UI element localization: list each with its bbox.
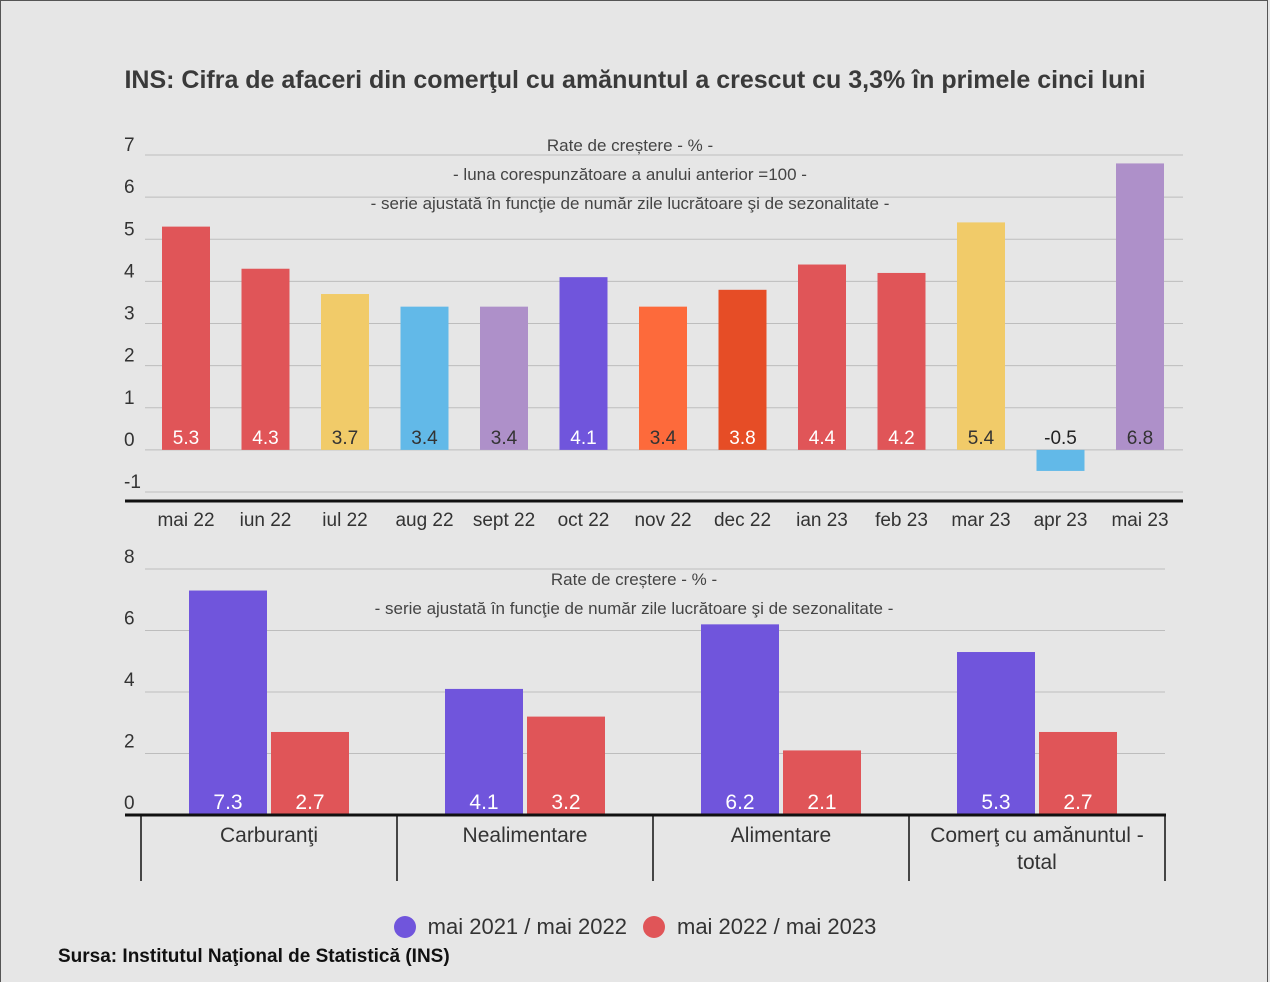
category-growth-chart: 8 6 4 2 0 Rate de creștere - % - - serie ajust…: [124, 547, 1166, 881]
x-tick-label: apr 23: [1034, 510, 1088, 531]
bar: [1039, 731, 1117, 815]
category-label: Alimentare: [731, 824, 831, 847]
y-tick-label: 8: [124, 547, 135, 568]
source-note: Sursa: Institutul Naţional de Statistică…: [58, 946, 450, 967]
bar: [271, 731, 349, 815]
bar-value-label: 4.1: [570, 428, 596, 449]
bar: [957, 222, 1005, 450]
bar-value-label: 3.4: [491, 428, 518, 449]
y-tick-label: 5: [124, 219, 135, 240]
chart-note: - serie ajustată în funcţie de număr zil…: [375, 599, 894, 618]
legend-swatch-series-2: [643, 916, 665, 938]
bar-value-label: 2.7: [1063, 791, 1092, 814]
bar: [559, 277, 608, 450]
bar-value-label: 4.4: [809, 428, 836, 449]
bar: [783, 750, 861, 815]
y-tick-label: 0: [124, 430, 135, 451]
bar: [957, 652, 1035, 815]
bar-value-label: 2.7: [295, 791, 324, 814]
x-tick-label: ian 23: [796, 510, 848, 531]
category-label: Nealimentare: [463, 824, 588, 847]
bar-value-label: -0.5: [1044, 428, 1077, 449]
x-tick-label: feb 23: [875, 510, 928, 531]
y-tick-label: 7: [124, 135, 135, 156]
x-tick-label: dec 22: [714, 510, 771, 531]
bar-value-label: 3.4: [650, 428, 677, 449]
x-tick-label: mai 23: [1111, 510, 1168, 531]
x-tick-label: mai 22: [157, 510, 214, 531]
bar: [1036, 449, 1085, 471]
bar: [480, 306, 528, 450]
bar-value-label: 6.8: [1127, 428, 1153, 449]
y-tick-label: 0: [124, 793, 135, 814]
legend-label-series-1: mai 2021 / mai 2022: [427, 914, 627, 939]
bar-value-label: 3.2: [551, 791, 580, 814]
legend: mai 2021 / mai 2022 mai 2022 / mai 2023: [0, 914, 1270, 940]
chart-note: Rate de creștere - % -: [547, 136, 713, 155]
x-tick-label: mar 23: [951, 510, 1010, 531]
bar: [445, 688, 523, 815]
bar: [189, 590, 267, 815]
bar-value-label: 5.3: [173, 428, 199, 449]
y-tick-label: 6: [124, 177, 135, 198]
bar: [639, 306, 687, 450]
chart-title: INS: Cifra de afaceri din comerţul cu am…: [124, 66, 1146, 94]
y-tick-label: 3: [124, 304, 135, 325]
bar-value-label: 7.3: [213, 791, 242, 814]
x-tick-label: iun 22: [240, 510, 292, 531]
bar: [701, 624, 779, 815]
x-tick-label: oct 22: [558, 510, 610, 531]
bar-value-label: 3.4: [411, 428, 438, 449]
bar: [400, 306, 449, 450]
x-tick-label: nov 22: [634, 510, 691, 531]
legend-item-series-1[interactable]: mai 2021 / mai 2022: [393, 914, 627, 940]
chart-note: Rate de creștere - % -: [551, 570, 717, 589]
x-tick-label: aug 22: [395, 510, 453, 531]
chart-note: - luna corespunzătoare a anului anterior…: [453, 165, 807, 184]
bar-value-label: 3.7: [332, 428, 358, 449]
bar: [877, 272, 926, 450]
y-tick-label: 2: [124, 732, 135, 753]
bar: [321, 294, 369, 450]
legend-item-series-2[interactable]: mai 2022 / mai 2023: [643, 914, 876, 940]
bar-value-label: 4.3: [252, 428, 278, 449]
x-tick-label: iul 22: [322, 510, 367, 531]
legend-label-series-2: mai 2022 / mai 2023: [677, 914, 877, 939]
y-tick-label: 1: [124, 388, 135, 409]
y-tick-label: -1: [124, 472, 141, 493]
bar: [241, 268, 290, 450]
y-tick-label: 4: [124, 261, 135, 282]
y-tick-label: 6: [124, 609, 135, 630]
bar: [162, 226, 210, 450]
bar-value-label: 5.3: [981, 791, 1010, 814]
x-tick-label: sept 22: [473, 510, 535, 531]
bar: [798, 264, 846, 450]
y-tick-label: 2: [124, 346, 135, 367]
bar-value-label: 6.2: [725, 791, 754, 814]
bar-value-label: 4.1: [469, 791, 498, 814]
bar-value-label: 2.1: [807, 791, 836, 814]
y-tick-label: 4: [124, 670, 135, 691]
legend-swatch-series-1: [393, 916, 416, 938]
bar: [527, 716, 605, 815]
bar: [1116, 163, 1164, 450]
bar-value-label: 5.4: [968, 428, 995, 449]
category-label: Carburanţi: [220, 824, 318, 847]
bar: [718, 289, 767, 450]
category-label: Comerţ cu amănuntul -: [930, 824, 1144, 847]
bar-value-label: 3.8: [729, 428, 755, 449]
chart-note: - serie ajustată în funcţie de număr zil…: [371, 194, 890, 213]
monthly-growth-chart: 7 6 5 4 3 2 1 0 -1 Rate de creștere - % - - luna c…: [124, 135, 1183, 531]
category-label: total: [1017, 851, 1057, 874]
bar-value-label: 4.2: [888, 428, 914, 449]
